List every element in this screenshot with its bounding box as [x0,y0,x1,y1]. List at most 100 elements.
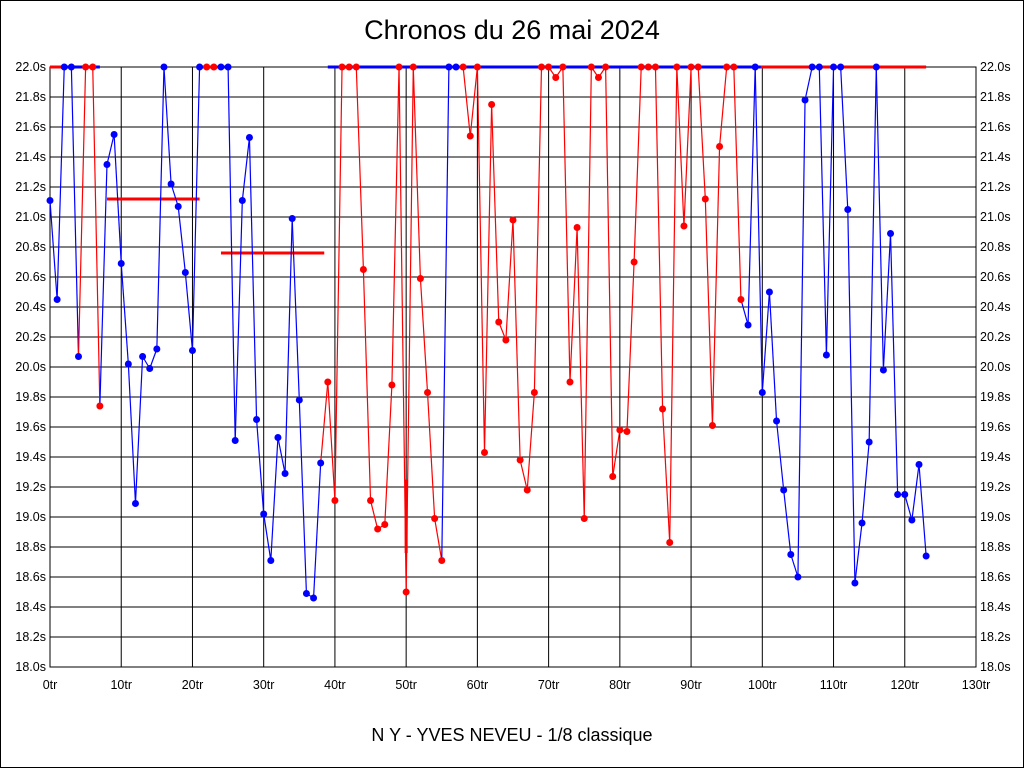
series-segment [369,500,379,530]
series-segment [569,227,578,383]
y-tick-label-left: 21.4s [15,150,46,164]
y-tick-label-left: 19.6s [15,420,46,434]
series-segment [291,218,300,401]
data-point [794,573,802,581]
x-tick-label: 130tr [962,678,991,692]
y-tick-label-left: 21.6s [15,120,46,134]
series-segment [825,66,835,356]
series-segment [512,219,521,461]
y-tick-label-left: 21.0s [15,210,46,224]
data-point [317,459,325,467]
series-segment [612,429,621,477]
data-point [117,260,125,267]
data-point [146,365,154,372]
series-segment [711,146,721,426]
data-point [509,216,517,224]
data-point [359,266,367,273]
data-point [566,378,574,386]
series-segment [583,66,592,519]
data-point [46,197,54,204]
series-segment [797,99,806,578]
data-point [367,497,375,504]
y-tick-label-right: 18.4s [980,600,1011,614]
data-point [288,215,296,222]
series-segment [405,66,414,593]
series-segment [426,392,436,519]
data-point [673,63,681,71]
data-point [587,63,595,71]
series-segment [889,233,899,495]
data-point [260,510,268,518]
y-tick-label-left: 18.2s [15,630,46,644]
series-segment [918,464,927,557]
series-segment [263,513,272,561]
series-segment [476,66,486,453]
y-tick-label-left: 19.4s [15,450,46,464]
series-segment [676,66,685,227]
data-point [324,378,332,386]
y-tick-label-left: 20.2s [15,330,46,344]
data-point [473,63,481,71]
series-segment [320,381,329,464]
data-point [188,347,196,354]
data-point [181,269,189,276]
series-segment [277,437,286,474]
series-segment [861,441,870,524]
y-tick-label-right: 20.4s [980,300,1011,314]
x-tick-label: 70tr [538,678,560,692]
series-segment [526,392,535,491]
data-point [196,63,204,71]
series-segment [270,437,279,561]
data-point [659,405,667,413]
data-point [459,63,467,71]
data-point [780,486,788,494]
series-segment [284,218,293,474]
series-segment [391,66,400,386]
data-point [687,63,695,71]
data-point [773,417,781,425]
data-point [224,63,232,71]
y-tick-label-right: 21.0s [980,210,1011,224]
series-segment [49,200,58,300]
y-tick-label-right: 19.4s [980,450,1011,464]
data-point [402,588,410,596]
data-point [274,434,282,441]
x-tick-label: 0tr [43,678,58,692]
data-point [67,63,75,71]
data-point [837,63,845,71]
data-point [495,318,503,326]
data-point [594,74,602,81]
series-segment [790,554,799,578]
series-segment [355,66,365,270]
x-tick-label: 100tr [748,678,777,692]
data-point [737,296,745,303]
y-tick-label-right: 19.0s [980,510,1011,524]
data-point [851,579,859,587]
series-segment [163,66,172,185]
data-point [217,63,225,71]
series-segment [327,381,336,501]
data-point [744,321,752,329]
series-segment [847,209,856,584]
series-segment [398,66,407,593]
data-point [231,437,239,444]
y-tick-label-right: 18.0s [980,660,1011,674]
y-tick-label-right: 19.6s [980,420,1011,434]
series-segment [56,66,65,300]
data-point [203,63,211,71]
series-segment [854,522,863,584]
data-point [160,63,168,71]
y-tick-label-right: 18.2s [980,630,1011,644]
data-point [82,63,90,71]
data-point [858,519,866,527]
data-point [89,63,97,71]
series-segment [441,66,450,561]
series-segment [505,219,514,341]
x-tick-label: 50tr [395,678,417,692]
y-tick-label-left: 20.8s [15,240,46,254]
data-point [516,456,524,464]
data-point [751,63,759,71]
series-segment [868,66,877,443]
data-point [245,134,253,141]
data-point [416,275,424,282]
